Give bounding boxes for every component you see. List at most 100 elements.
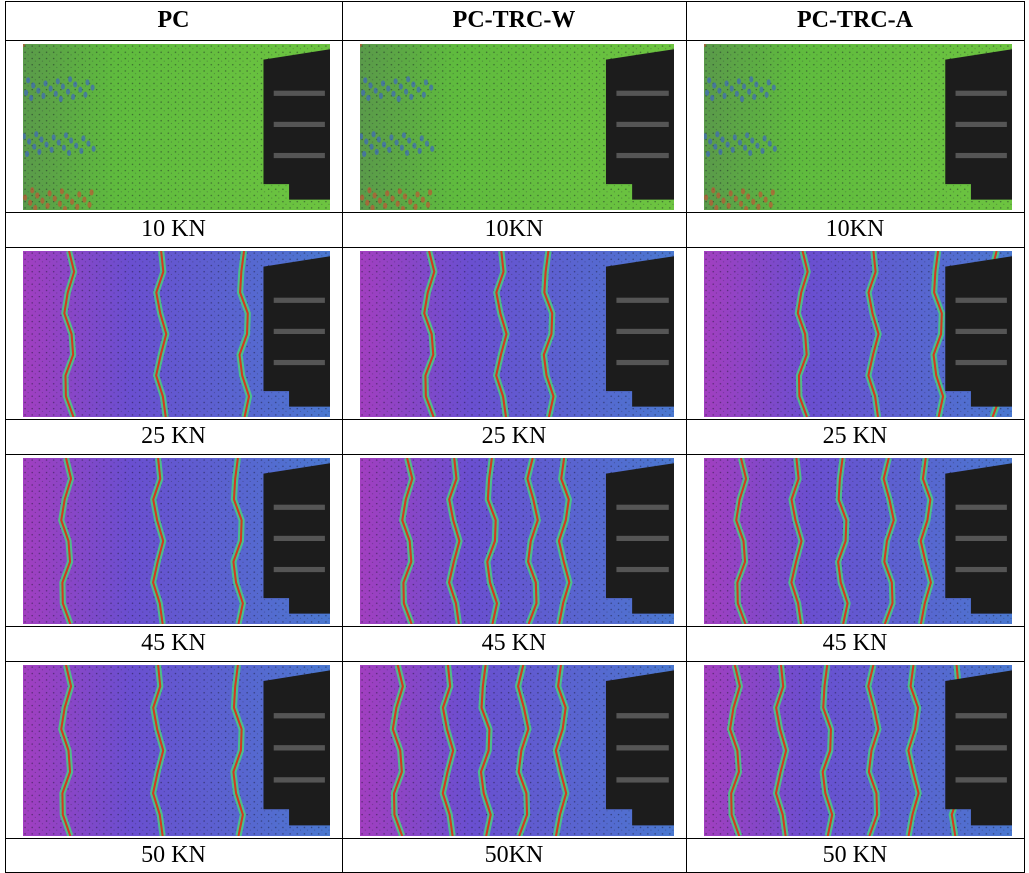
fixture-bar xyxy=(955,535,1007,541)
dic-image xyxy=(704,44,1012,210)
strain-spot xyxy=(87,201,92,208)
strain-spot xyxy=(67,149,72,157)
strain-spot xyxy=(60,83,65,90)
strain-spot xyxy=(715,131,720,138)
strain-spot xyxy=(363,77,368,84)
strain-spot xyxy=(372,192,377,199)
strain-spot xyxy=(69,137,74,144)
strain-spot xyxy=(759,86,764,93)
strain-spot xyxy=(83,91,88,98)
crack-core xyxy=(790,458,803,624)
table-border xyxy=(5,661,1025,662)
strain-spot xyxy=(417,147,422,154)
strain-spot xyxy=(27,138,32,145)
crack-core xyxy=(907,665,920,836)
strain-spot xyxy=(374,148,379,156)
strain-spot xyxy=(762,135,767,142)
strain-spot xyxy=(364,138,369,145)
fixture-bar xyxy=(273,713,325,719)
table-border xyxy=(5,212,1025,213)
fixture-bar xyxy=(616,745,669,751)
table-border xyxy=(686,1,687,873)
crack-core xyxy=(735,458,748,624)
table-border xyxy=(5,454,1025,455)
strain-spot xyxy=(732,134,737,141)
strain-spot xyxy=(387,146,392,153)
load-label: 10 KN xyxy=(141,216,206,242)
strain-spot xyxy=(25,150,30,158)
dic-image xyxy=(704,458,1012,624)
strain-spot xyxy=(750,137,755,144)
strain-spot xyxy=(360,194,365,201)
fixture-bar xyxy=(273,745,325,751)
fixture-bar xyxy=(955,713,1007,719)
dic-image xyxy=(360,458,674,624)
crack-core xyxy=(526,458,539,624)
dic-image xyxy=(23,251,330,417)
strain-spot xyxy=(34,131,39,138)
strain-spot xyxy=(764,91,769,98)
strain-spot xyxy=(399,144,404,151)
crack-core xyxy=(867,665,880,836)
strain-spot xyxy=(412,142,417,149)
strain-spot xyxy=(366,94,371,102)
strain-spot xyxy=(771,84,776,91)
strain-spot xyxy=(709,199,714,206)
strain-spot xyxy=(733,195,738,202)
fixture-bar xyxy=(273,328,325,334)
fixture-bar xyxy=(955,121,1007,127)
crack-core xyxy=(728,665,741,836)
strain-spot xyxy=(59,188,64,195)
strain-spot xyxy=(367,187,372,194)
table-border xyxy=(5,247,1025,248)
strain-spot xyxy=(400,205,406,210)
strain-spot xyxy=(73,81,78,88)
strain-spot xyxy=(758,191,763,198)
strain-spot xyxy=(391,90,396,97)
fixture-bar xyxy=(273,359,325,366)
strain-spot xyxy=(712,82,717,89)
strain-spot xyxy=(754,81,759,88)
strain-spot xyxy=(763,196,768,203)
strain-spot xyxy=(766,79,771,86)
strain-spot xyxy=(24,89,29,96)
strain-spot xyxy=(65,88,71,95)
crack-core xyxy=(152,665,165,836)
strain-spot xyxy=(704,194,709,201)
strain-spot xyxy=(403,88,409,95)
strain-spot xyxy=(740,188,746,195)
strain-spot xyxy=(61,144,66,151)
strain-spot xyxy=(430,145,435,152)
strain-spot xyxy=(721,197,726,204)
strain-spot xyxy=(396,95,401,103)
strain-spot xyxy=(64,193,70,200)
fixture-bar xyxy=(616,121,669,127)
strain-spot xyxy=(86,140,91,147)
strain-spot xyxy=(751,198,756,205)
strain-spot xyxy=(51,134,56,141)
crack-core xyxy=(557,458,571,624)
strain-spot xyxy=(45,202,50,209)
strain-spot xyxy=(424,140,430,147)
dic-image xyxy=(360,44,674,210)
crack-core xyxy=(774,665,788,836)
dic-image xyxy=(23,458,330,624)
strain-spot xyxy=(770,189,775,196)
strain-spot xyxy=(26,77,31,84)
strain-spot xyxy=(745,132,750,139)
strain-spot xyxy=(52,195,57,202)
strain-spot xyxy=(30,187,35,194)
strain-spot xyxy=(47,190,52,197)
load-label: 25 KN xyxy=(141,423,206,449)
strain-spot xyxy=(35,192,40,199)
strain-spot xyxy=(737,139,742,146)
column-header: PC xyxy=(157,7,190,33)
strain-spot xyxy=(40,197,45,204)
load-label: 50 KN xyxy=(141,841,206,868)
strain-spot xyxy=(57,200,62,207)
strain-spot xyxy=(56,139,61,146)
strain-spot xyxy=(89,189,94,196)
strain-spot xyxy=(91,145,96,152)
crack-core xyxy=(391,665,404,836)
